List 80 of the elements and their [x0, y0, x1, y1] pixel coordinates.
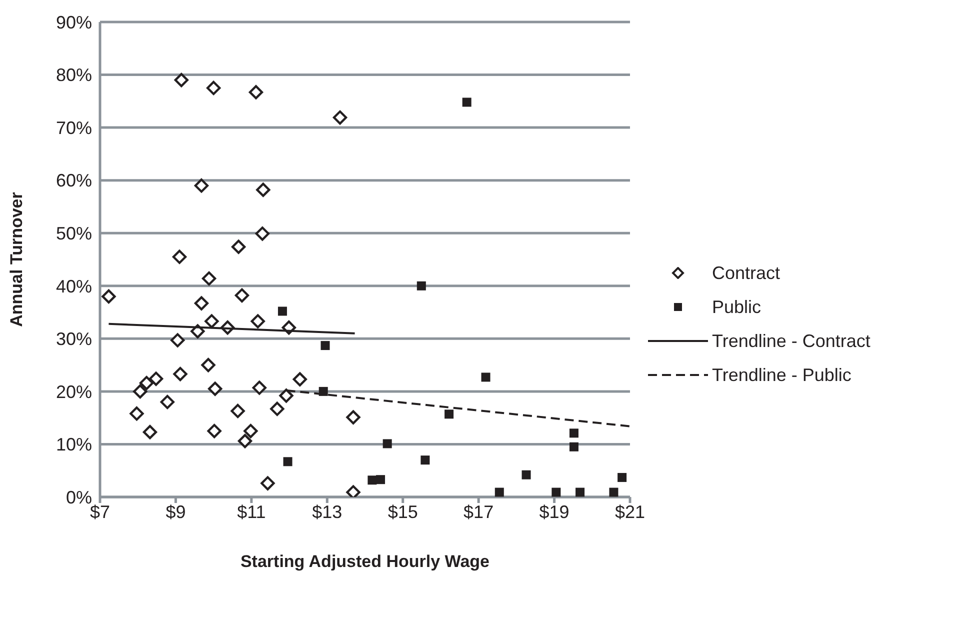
point [376, 475, 386, 484]
x-tick-label: $11 [237, 502, 266, 522]
y-tick-label: 0% [66, 487, 92, 508]
point [462, 98, 472, 107]
point [148, 372, 164, 386]
point [260, 476, 275, 490]
x-tick-label: $13 [312, 502, 342, 522]
y-tick-label: 70% [56, 118, 92, 138]
point [194, 296, 209, 310]
point [494, 488, 504, 497]
point [368, 476, 377, 485]
point [133, 384, 148, 399]
point [102, 289, 116, 304]
point [248, 85, 264, 100]
point [142, 424, 158, 440]
legend-label: Trendline - Contract [712, 330, 870, 352]
point [202, 271, 216, 286]
point [618, 472, 627, 482]
point [522, 470, 531, 480]
x-tick-label: $17 [464, 502, 494, 522]
point [231, 240, 246, 254]
point [279, 388, 294, 403]
point [174, 72, 188, 88]
point [283, 457, 292, 466]
point [332, 110, 348, 125]
y-tick-label: 40% [56, 276, 92, 296]
point [444, 410, 454, 419]
point [416, 281, 426, 290]
point [172, 250, 187, 264]
x-axis-title: Starting Adjusted Hourly Wage [240, 552, 490, 571]
point [207, 424, 222, 438]
x-tick-label: $9 [166, 502, 186, 522]
point [208, 382, 222, 396]
x-tick-label: $21 [614, 502, 646, 522]
point [346, 485, 360, 497]
point [270, 402, 284, 416]
legend-label: Public [712, 296, 762, 318]
point [204, 314, 219, 328]
point [569, 428, 578, 438]
point [201, 358, 216, 372]
point [170, 333, 185, 348]
point [346, 410, 360, 424]
point [292, 372, 307, 386]
point [278, 306, 287, 316]
y-tick-label: 80% [56, 65, 92, 86]
point [160, 394, 174, 410]
point [238, 434, 252, 448]
point [576, 488, 585, 497]
y-tick-label: 60% [56, 170, 92, 191]
point [256, 182, 270, 197]
point [569, 442, 578, 452]
point [234, 288, 250, 302]
x-tick-label: $15 [388, 502, 418, 522]
x-tick-label: $7 [90, 502, 110, 522]
legend-label: Contract [712, 262, 780, 284]
y-axis-title: Annual Turnover [7, 192, 26, 327]
point [130, 406, 144, 421]
y-tick-label: 30% [56, 329, 92, 350]
point [230, 404, 245, 418]
x-tick-label: $19 [539, 502, 570, 522]
point [252, 380, 266, 395]
point [552, 488, 561, 497]
point [206, 80, 221, 96]
y-tick-label: 50% [56, 224, 92, 244]
point [255, 226, 270, 241]
point [173, 366, 188, 382]
point [481, 372, 490, 382]
point [194, 178, 209, 193]
point [382, 439, 392, 448]
point [318, 386, 328, 396]
point [609, 488, 618, 497]
y-tick-label: 90% [56, 12, 92, 32]
legend-label: Trendline - Public [712, 364, 852, 386]
y-tick-label: 10% [56, 434, 92, 455]
point [244, 424, 258, 438]
point [320, 341, 330, 350]
point [420, 456, 430, 465]
point [250, 314, 265, 328]
point [139, 376, 154, 390]
y-tick-label: 20% [56, 382, 92, 402]
